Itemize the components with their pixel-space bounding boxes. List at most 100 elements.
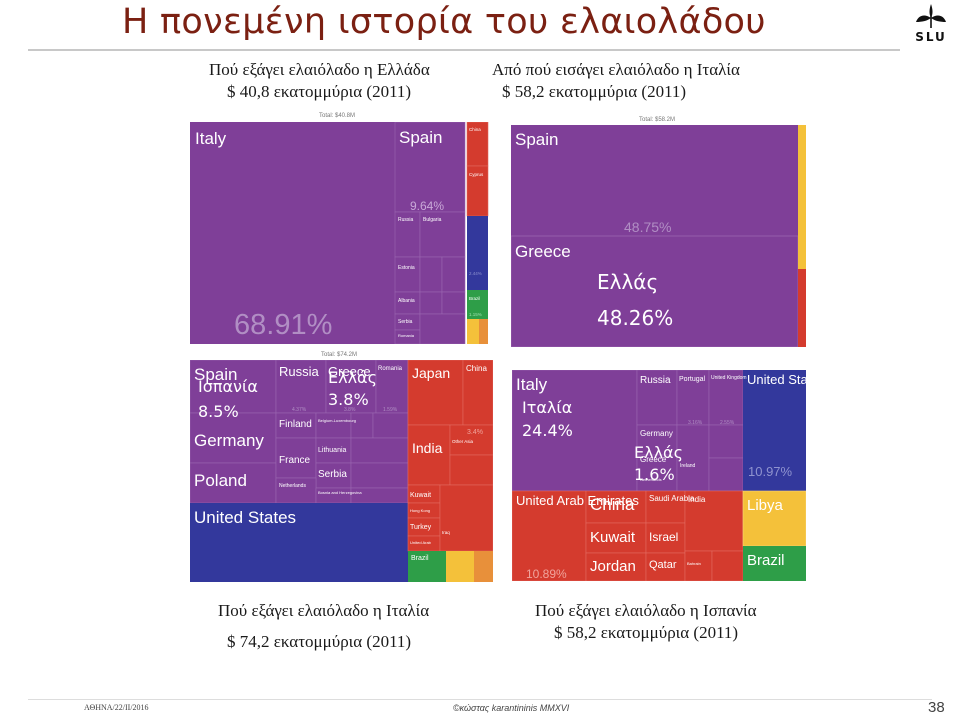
tm-label-romania-pct: 1.59% [383,407,398,413]
tm-label-spain: Spain [194,365,237,384]
tr-greece-overlay: Ελλάς [597,270,659,294]
slu-logo-icon [916,4,946,28]
tm-tile-africa [798,125,806,269]
tm-tile-israel [645,522,686,554]
tm-tile-united-states [743,370,806,491]
tl-caption-value: $ 40,8 εκατομμύρια (2011) [227,82,412,101]
tm-label-lithuania: Lithuania [318,447,347,454]
tm-label-united-kingdom: United Kingdom [711,375,747,381]
tm-tile-libya [742,490,806,547]
tm-label-spain-pct: 48.75% [624,219,671,235]
tm-tile-finland [275,412,317,439]
tm-label-uk-pct: 2.55% [720,420,735,426]
tm-tile-brazil [743,546,806,581]
tm-label-uae: United Arab Emirates [516,493,639,508]
tm-label-netherlands: Netherlands [640,477,662,482]
tl-caption-title: Πού εξάγει ελαιόλαδο η Ελλάδα [209,60,430,79]
slu-logo-text: SLU [915,30,947,44]
tm-label-bulgaria: Bulgaria [423,217,442,223]
tm-label-germany: Germany [194,431,264,450]
tm-label-ireland: Ireland [680,463,696,469]
tm-tile-brazil [467,290,488,319]
tm-label-brazil: Brazil [747,552,785,569]
tm-tile-misc-eu-5 [419,313,466,344]
tm-label-serbia: Serbia [398,319,413,325]
bl-greece-overlay: Ελλάς [328,368,377,387]
tm-tile-serbia [315,462,352,489]
tm-label-spain-pct: 9.64% [410,199,444,213]
tm-tile-misc-eu-3 [350,437,409,464]
tm-tile-africa [446,551,474,582]
tm-label-bahrain: Bahrain [687,561,701,566]
tm-tile-greece [511,235,799,347]
tm-label-spain: Spain [399,128,442,147]
tm-label-greece-pct: 3.8% [344,407,356,413]
tm-tile-brazil [408,551,446,582]
tm-tile-misc-eu-3 [419,291,443,315]
tm-tile-misc-eu-1 [708,424,744,459]
br-italy-overlay: Ιταλία [522,398,573,417]
tm-tile-oceania [479,319,488,344]
tm-tile-lithuania [315,437,352,464]
br-greece-overlay: Ελλάς [634,443,683,462]
bl-spain-overlay-pct: 8.5% [198,402,239,421]
tm-label-russia: Russia [279,364,320,379]
tm-label-romania: Romania [378,366,403,372]
tm-label-serbia: Serbia [318,469,347,480]
tm-tile-misc-eu-2 [372,412,409,439]
tm-tile-bahrain [684,550,713,581]
tm-tile-africa [467,319,479,344]
br-treemap: Italy Russia Portugal United Kingdom 3.1… [512,370,806,581]
tm-tile-misc-eu-4 [350,462,409,489]
tm-tile-north-america [467,216,488,290]
tm-label-na-pct: 2.44% [469,271,482,276]
footer-divider [28,699,932,700]
tm-label-china: China [466,364,487,373]
tm-tile-spain [511,125,798,236]
tm-label-uae-pct: 10.89% [526,567,567,581]
tm-tile-misc-eu-4 [441,291,466,315]
tm-label-iraq: Iraq [442,530,450,535]
tm-tile-russia [636,370,678,426]
tm-label-libya: Libya [747,497,784,514]
tm-tile-spain [394,122,466,213]
tm-tile-jordan [585,552,647,581]
tm-label-belgium: Belgium-Luxembourg [318,418,356,423]
tm-tile-kuwait [585,522,647,554]
tm-label-india: India [688,495,706,504]
tm-label-russia: Russia [398,217,414,223]
tr-total-label: Total: $58.2M [639,117,676,123]
tm-tile-india [407,424,451,486]
tm-label-cyprus: Cyprus [469,172,484,177]
bl-greece-overlay-pct: 3.8% [328,390,369,409]
tm-label-uae: United Arab [410,540,432,545]
footer-date: ΑΘΗΝΑ/22/ΙΙ/2016 [84,703,149,712]
br-caption-title: Πού εξάγει ελαιόλαδο η Ισπανία [535,601,757,620]
tm-tile-italy [190,122,395,344]
tm-label-china: China [590,495,635,514]
bl-caption-value: $ 74,2 εκατομμύρια (2011) [227,632,412,651]
tm-label-sa-pct: 1.15% [469,312,482,317]
tm-tile-netherlands [275,477,317,504]
slide-title: Η πονεμένη ιστορία του ελαιολάδου [122,2,766,42]
tm-tile-misc-eu-1 [419,256,443,293]
tm-label-italy: Italy [516,375,548,394]
tm-tile-misc-eu-2 [708,457,744,492]
tm-label-other-asia: Other Asia [452,439,474,444]
tm-label-united-states: United States [194,508,296,527]
tm-label-india: India [412,440,443,456]
tm-label-netherlands: Netherlands [279,483,306,489]
tm-tile-italy [512,370,638,492]
tm-tile-misc-eu-2 [441,256,466,293]
tm-label-finland: Finland [279,419,312,430]
tm-label-italy-pct: 68.91% [234,309,332,341]
br-italy-overlay-pct: 24.4% [522,421,573,440]
tm-tile-china [585,490,647,524]
br-caption-value: $ 58,2 εκατομμύρια (2011) [554,623,739,642]
tm-label-hong-kong: Hong Kong [410,508,430,513]
tm-tile-germany [636,424,678,456]
tl-treemap: Italy Spain 9.64% Russia Bulgaria Estoni… [190,122,489,344]
tm-label-portugal-pct: 3.16% [688,420,703,426]
tm-label-portugal: Portugal [679,376,706,383]
tm-label-russia-pct: 4.37% [292,407,307,413]
